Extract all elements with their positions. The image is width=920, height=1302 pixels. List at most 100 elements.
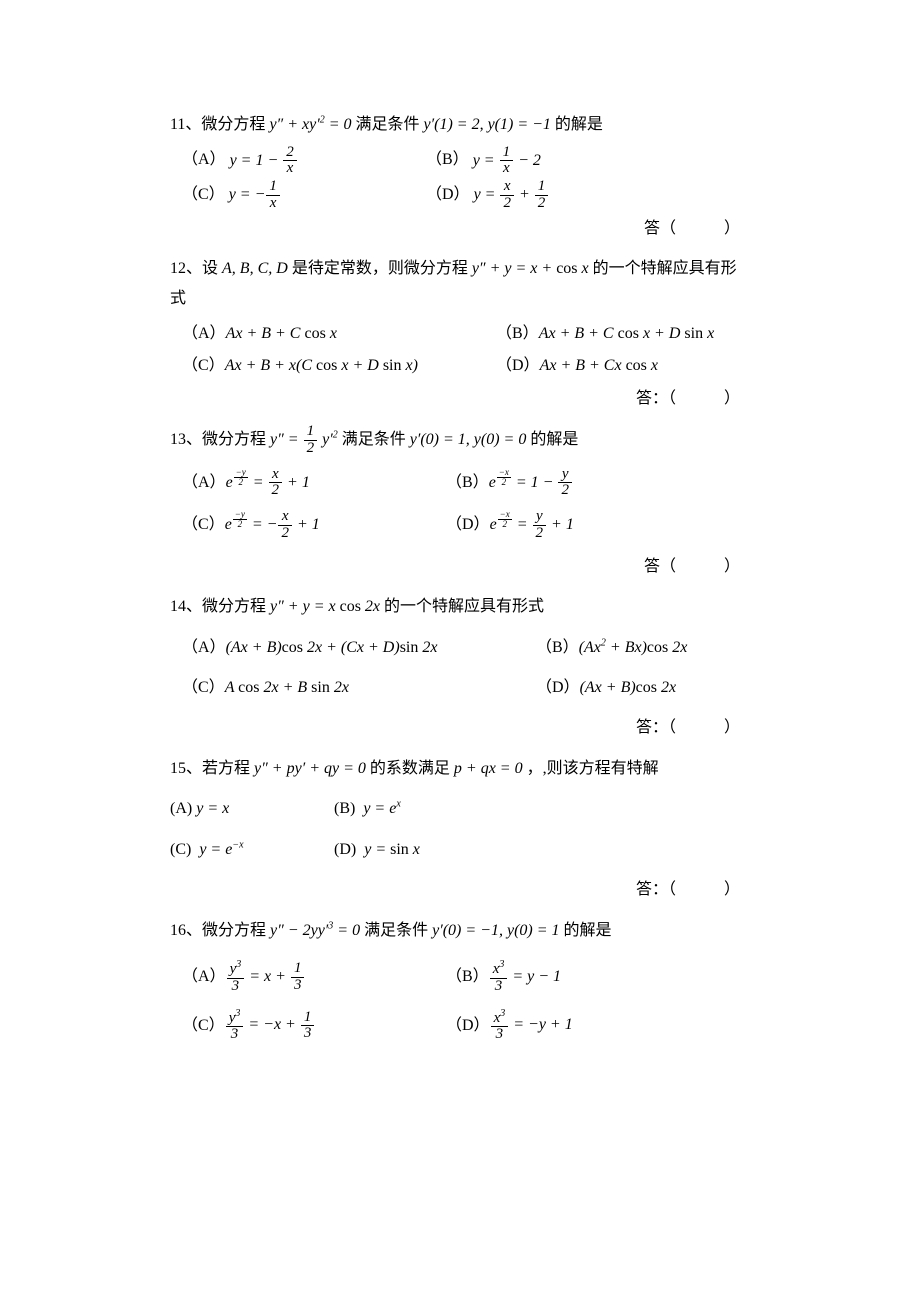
option-A: （A） y = 1 − 2x <box>182 145 422 178</box>
option-body: e−y2 = x2 + 1 <box>226 474 310 491</box>
text: 微分方程 <box>202 922 266 939</box>
text: 微分方程 <box>202 431 266 448</box>
text: 满足条件 <box>342 431 406 448</box>
text: 设 <box>202 260 218 277</box>
condition: y′(1) = 2, y(1) = −1 <box>424 116 551 133</box>
question-14-stem: 14、微分方程 y″ + y = x cos 2x 的一个特解应具有形式 <box>170 592 750 622</box>
option-body: Ax + B + x(C cos x + D sin x) <box>225 357 418 374</box>
option-body: Ax + B + Cx cos x <box>540 357 658 374</box>
question-11-stem: 11、微分方程 y″ + xy′2 = 0 满足条件 y′(1) = 2, y(… <box>170 110 750 141</box>
question-13-stem: 13、微分方程 y″ = 12 y′2 满足条件 y′(0) = 1, y(0)… <box>170 424 750 457</box>
question-12-stem: 12、设 A, B, C, D 是待定常数，则微分方程 y″ + y = x +… <box>170 254 750 315</box>
option-label: （A） <box>182 145 226 175</box>
option-A: （A）(Ax + B)cos 2x + (Cx + D)sin 2x <box>182 633 532 663</box>
option-body: y = −1x <box>229 179 281 212</box>
text: 的解是 <box>555 116 603 133</box>
option-body: Ax + B + C cos x <box>226 325 337 342</box>
q-number: 16 <box>170 922 186 939</box>
option-body: y33 = −x + 13 <box>225 1016 316 1033</box>
option-body: y = ex <box>363 800 400 817</box>
equation: y″ − 2yy′3 = 0 <box>270 922 360 939</box>
option-body: Ax + B + C cos x + D sin x <box>539 325 714 342</box>
option-body: y33 = x + 13 <box>226 968 306 985</box>
option-C: （C）Ax + B + x(C cos x + D sin x) <box>182 351 492 381</box>
condition: y′(0) = −1, y(0) = 1 <box>432 922 559 939</box>
equation: y″ = 12 y′2 <box>270 431 338 448</box>
text: 若方程 <box>202 760 250 777</box>
condition: p + qx = 0 <box>454 760 527 777</box>
option-body: e−x2 = y2 + 1 <box>490 516 574 533</box>
option-body: y = 1x − 2 <box>473 145 541 178</box>
condition: y′(0) = 1, y(0) = 0 <box>410 431 527 448</box>
text: ，,则该方程有特解 <box>527 760 659 777</box>
option-body: y = 1 − 2x <box>230 145 298 178</box>
equation: y″ + y = x cos 2x <box>270 598 380 615</box>
option-D: （D）Ax + B + Cx cos x <box>496 351 658 381</box>
question-12: 12、设 A, B, C, D 是待定常数，则微分方程 y″ + y = x +… <box>170 254 750 414</box>
option-B: （B）(Ax2 + Bx)cos 2x <box>536 633 687 663</box>
option-B: （B）Ax + B + C cos x + D sin x <box>496 319 714 349</box>
option-body: y = sin x <box>364 841 420 858</box>
text: 的一个特解应具有形式 <box>384 598 544 615</box>
question-14: 14、微分方程 y″ + y = x cos 2x 的一个特解应具有形式 （A）… <box>170 592 750 744</box>
option-body: y = e−x <box>199 841 243 858</box>
option-D: （D）e−x2 = y2 + 1 <box>446 509 574 542</box>
answer-blank: 答（ ） <box>170 214 750 244</box>
option-body: x33 = −y + 1 <box>490 1016 573 1033</box>
option-label: （C） <box>182 180 225 210</box>
answer-blank: 答（ ） <box>170 552 750 582</box>
option-A: （A）Ax + B + C cos x <box>182 319 492 349</box>
option-label: （D） <box>426 180 470 210</box>
page: 11、微分方程 y″ + xy′2 = 0 满足条件 y′(1) = 2, y(… <box>0 0 920 1302</box>
option-body: e−y2 = −x2 + 1 <box>225 516 320 533</box>
options: （A）Ax + B + C cos x （B）Ax + B + C cos x … <box>170 319 750 382</box>
option-body: (Ax + B)cos 2x + (Cx + D)sin 2x <box>226 639 438 656</box>
answer-blank: 答：（ ） <box>170 384 750 414</box>
option-body: (Ax + B)cos 2x <box>580 679 677 696</box>
option-C: （C）A cos 2x + B sin 2x <box>182 673 532 703</box>
answer-blank: 答：（ ） <box>170 875 750 905</box>
option-A: （A）y33 = x + 13 <box>182 960 442 995</box>
option-body: A cos 2x + B sin 2x <box>225 679 349 696</box>
option-body: y = x2 + 12 <box>474 179 550 212</box>
q-number: 14 <box>170 598 186 615</box>
question-15: 15、若方程 y″ + py′ + qy = 0 的系数满足 p + qx = … <box>170 754 750 906</box>
options: （A） y = 1 − 2x （B） y = 1x − 2 （C） y = −1… <box>170 145 750 212</box>
text: 是待定常数，则微分方程 <box>292 260 468 277</box>
option-C: (C) y = e−x <box>170 835 330 865</box>
q-number: 12 <box>170 260 186 277</box>
option-C: （C）y33 = −x + 13 <box>182 1009 442 1044</box>
question-16: 16、微分方程 y″ − 2yy′3 = 0 满足条件 y′(0) = −1, … <box>170 916 750 1043</box>
option-label: （B） <box>426 145 469 175</box>
text: 微分方程 <box>202 598 266 615</box>
equation: y″ + y = x + cos x <box>472 260 589 277</box>
option-D: (D) y = sin x <box>334 835 420 865</box>
option-B: （B） y = 1x − 2 <box>426 145 541 178</box>
option-D: （D） y = x2 + 12 <box>426 179 549 212</box>
option-C: （C） y = −1x <box>182 179 422 212</box>
option-body: y = x <box>196 800 229 817</box>
option-body: e−x2 = 1 − y2 <box>489 474 573 491</box>
question-16-stem: 16、微分方程 y″ − 2yy′3 = 0 满足条件 y′(0) = −1, … <box>170 916 750 946</box>
options: (A) y = x (B) y = ex (C) y = e−x (D) y =… <box>170 794 750 865</box>
text: 的解是 <box>564 922 612 939</box>
answer-blank: 答：（ ） <box>170 713 750 743</box>
option-D: （D）x33 = −y + 1 <box>446 1009 573 1044</box>
question-15-stem: 15、若方程 y″ + py′ + qy = 0 的系数满足 p + qx = … <box>170 754 750 784</box>
option-body: (Ax2 + Bx)cos 2x <box>579 639 688 656</box>
option-D: （D）(Ax + B)cos 2x <box>536 673 676 703</box>
option-body: x33 = y − 1 <box>489 968 561 985</box>
q-number: 13 <box>170 431 186 448</box>
equation: y″ + xy′2 = 0 <box>269 116 351 133</box>
options: （A）(Ax + B)cos 2x + (Cx + D)sin 2x （B）(A… <box>170 632 750 703</box>
text: 微分方程 <box>201 116 265 133</box>
question-11: 11、微分方程 y″ + xy′2 = 0 满足条件 y′(1) = 2, y(… <box>170 110 750 244</box>
q-number: 15 <box>170 760 186 777</box>
options: （A）y33 = x + 13 （B）x33 = y − 1 （C）y33 = … <box>170 960 750 1043</box>
option-C: （C）e−y2 = −x2 + 1 <box>182 509 442 542</box>
text: 满足条件 <box>356 116 420 133</box>
question-13: 13、微分方程 y″ = 12 y′2 满足条件 y′(0) = 1, y(0)… <box>170 424 750 582</box>
option-B: （B）e−x2 = 1 − y2 <box>446 467 573 500</box>
option-B: (B) y = ex <box>334 794 401 824</box>
option-A: （A）e−y2 = x2 + 1 <box>182 467 442 500</box>
